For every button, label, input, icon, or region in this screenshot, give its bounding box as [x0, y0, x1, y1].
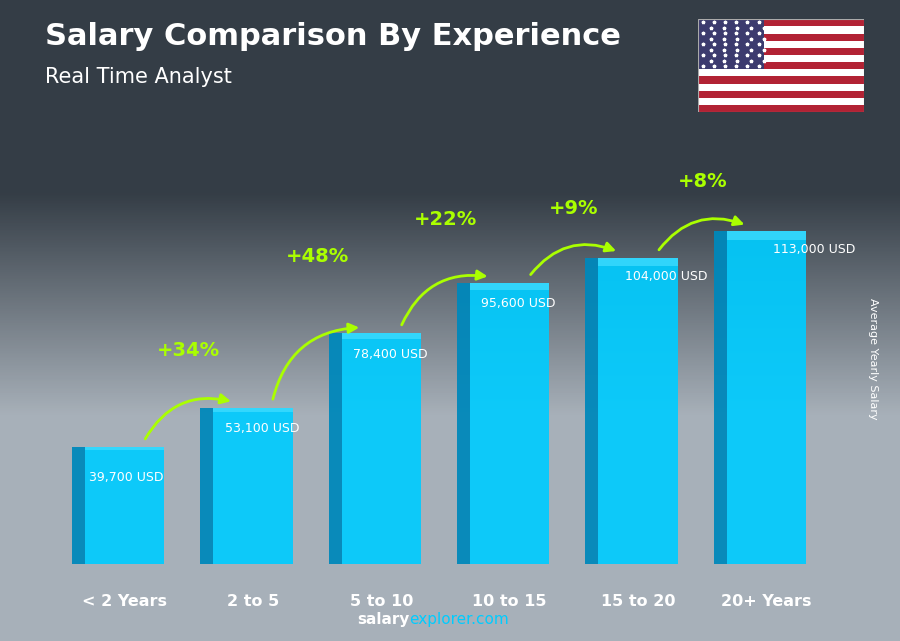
Text: +22%: +22% — [414, 210, 477, 229]
Bar — [698, 83, 864, 91]
Bar — [698, 105, 864, 112]
Bar — [598, 258, 678, 265]
Bar — [328, 333, 341, 564]
Bar — [698, 76, 864, 83]
Text: Average Yearly Salary: Average Yearly Salary — [868, 298, 878, 420]
Bar — [698, 40, 864, 48]
Text: 2 to 5: 2 to 5 — [227, 594, 279, 608]
Bar — [698, 19, 864, 26]
Bar — [726, 231, 806, 240]
Bar — [470, 283, 550, 564]
Text: 20+ Years: 20+ Years — [721, 594, 812, 608]
Bar — [598, 258, 678, 564]
Bar — [72, 447, 85, 564]
Text: 104,000 USD: 104,000 USD — [626, 270, 707, 283]
Bar — [726, 231, 806, 564]
Text: +34%: +34% — [158, 341, 220, 360]
Bar — [698, 48, 864, 55]
Text: +9%: +9% — [549, 199, 598, 219]
Bar — [698, 33, 864, 40]
Text: < 2 Years: < 2 Years — [82, 594, 167, 608]
Bar — [213, 408, 292, 564]
Bar — [698, 62, 864, 69]
Text: 39,700 USD: 39,700 USD — [89, 470, 163, 484]
Text: Salary Comparison By Experience: Salary Comparison By Experience — [45, 22, 621, 51]
Bar — [341, 333, 421, 564]
Text: +8%: +8% — [678, 172, 727, 191]
Text: salary: salary — [357, 612, 410, 627]
Text: 15 to 20: 15 to 20 — [601, 594, 675, 608]
Bar — [213, 408, 292, 412]
Bar — [457, 283, 470, 564]
Text: explorer.com: explorer.com — [410, 612, 509, 627]
Bar — [201, 408, 213, 564]
Text: Real Time Analyst: Real Time Analyst — [45, 67, 232, 87]
Bar — [714, 231, 726, 564]
Text: 5 to 10: 5 to 10 — [349, 594, 413, 608]
Text: 10 to 15: 10 to 15 — [472, 594, 547, 608]
Text: 113,000 USD: 113,000 USD — [773, 243, 855, 256]
Bar — [698, 98, 864, 105]
Bar — [698, 55, 864, 62]
Bar — [698, 91, 864, 98]
Text: 53,100 USD: 53,100 USD — [225, 422, 299, 435]
Text: 95,600 USD: 95,600 USD — [482, 297, 556, 310]
Bar — [585, 258, 598, 564]
Bar — [470, 283, 550, 290]
Text: +48%: +48% — [285, 247, 349, 267]
Bar — [341, 333, 421, 339]
Bar — [698, 19, 764, 69]
Bar — [85, 447, 165, 564]
Text: 78,400 USD: 78,400 USD — [353, 348, 428, 361]
Bar — [698, 69, 864, 76]
Bar — [698, 26, 864, 33]
Bar — [85, 447, 165, 450]
